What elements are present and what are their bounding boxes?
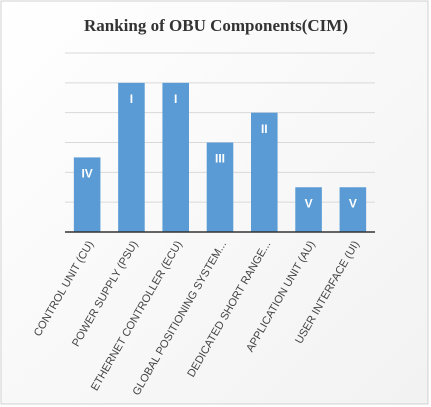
rank-label: I xyxy=(130,92,133,106)
rank-label: V xyxy=(349,196,357,210)
bar xyxy=(73,157,101,232)
bar xyxy=(251,112,278,232)
chart-title: Ranking of OBU Components(CIM) xyxy=(84,16,348,35)
bar xyxy=(206,142,234,232)
rank-label: I xyxy=(174,92,177,106)
rank-label: II xyxy=(261,122,268,136)
rank-label: V xyxy=(305,196,313,210)
bar xyxy=(162,82,189,232)
bar xyxy=(118,82,145,232)
bar xyxy=(339,187,367,232)
rank-label: IV xyxy=(81,167,92,181)
bar xyxy=(295,187,322,232)
rank-label: III xyxy=(215,152,225,166)
